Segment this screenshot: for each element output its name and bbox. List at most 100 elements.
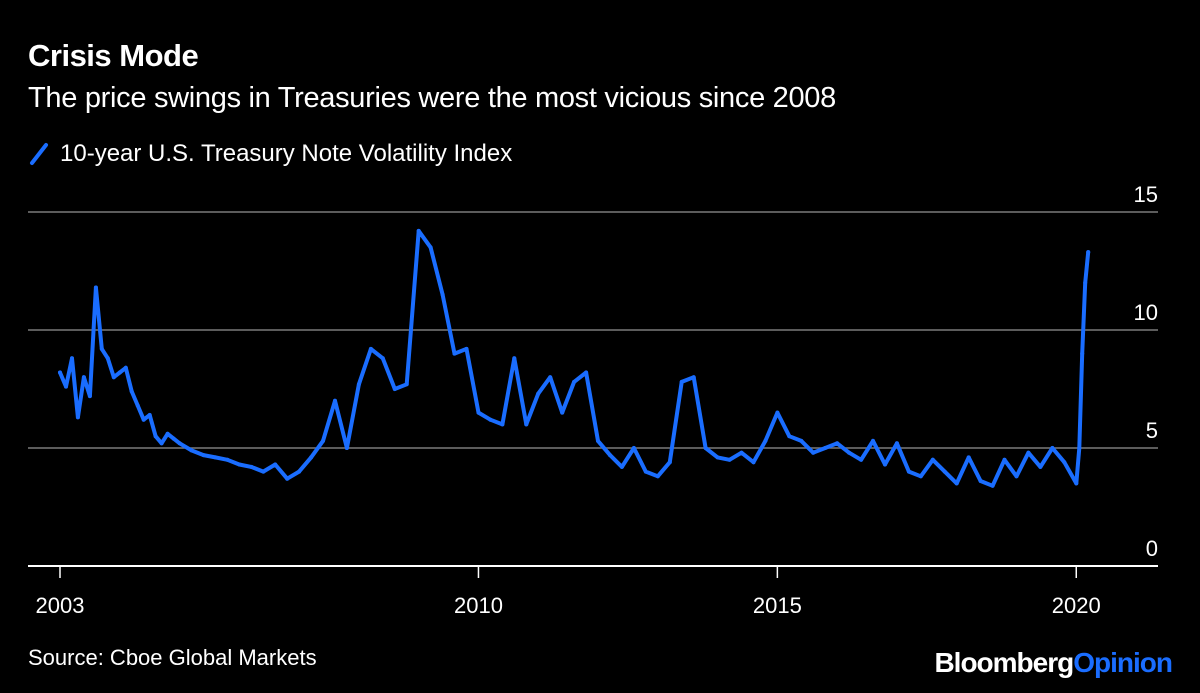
data-point <box>811 450 816 455</box>
data-point <box>111 375 116 380</box>
data-point <box>273 462 278 467</box>
data-point <box>918 474 923 479</box>
data-point <box>859 457 864 462</box>
data-point <box>572 379 577 384</box>
data-point <box>135 403 140 408</box>
data-point <box>1002 457 1007 462</box>
brand-logo: BloombergOpinion <box>934 647 1173 679</box>
chart-subtitle: The price swings in Treasuries were the … <box>28 82 836 114</box>
data-point <box>536 391 541 396</box>
data-point <box>129 389 134 394</box>
data-point <box>177 441 182 446</box>
data-point <box>548 375 553 380</box>
data-point <box>883 462 887 467</box>
data-point <box>643 469 648 474</box>
data-point <box>464 346 469 351</box>
data-point <box>147 413 152 417</box>
data-point <box>159 441 164 446</box>
data-point <box>392 387 397 391</box>
data-point <box>93 285 98 290</box>
data-point <box>201 453 206 458</box>
data-point <box>739 450 744 455</box>
data-point <box>309 455 314 460</box>
data-point <box>213 455 218 460</box>
data-point <box>488 417 493 422</box>
x-tick-label-2003: 2003 <box>36 593 85 618</box>
data-point <box>1086 250 1091 255</box>
legend: 10-year U.S. Treasury Note Volatility In… <box>28 140 512 168</box>
legend-label: 10-year U.S. Treasury Note Volatility In… <box>60 140 513 167</box>
y-tick-label-5: 5 <box>1146 418 1158 443</box>
data-point <box>930 457 935 462</box>
data-point <box>823 446 828 450</box>
data-point <box>655 474 660 479</box>
data-point <box>99 346 104 351</box>
data-point <box>333 398 337 403</box>
data-point <box>1062 460 1067 465</box>
data-point <box>1050 446 1055 450</box>
data-point <box>906 469 911 474</box>
x-tick-label-2010: 2010 <box>454 593 503 618</box>
data-point <box>380 356 385 361</box>
data-point <box>847 450 852 455</box>
chart-title: Crisis Mode <box>28 38 199 73</box>
y-tick-label-10: 10 <box>1134 300 1158 325</box>
data-point <box>1026 450 1031 455</box>
data-point <box>368 346 373 351</box>
data-point <box>954 481 959 486</box>
data-point <box>141 417 146 422</box>
source-note: Source: Cboe Global Markets <box>28 645 317 670</box>
data-point <box>667 460 672 465</box>
data-point <box>476 410 481 415</box>
data-point <box>123 365 128 370</box>
data-point <box>966 455 971 460</box>
y-tick-label-0: 0 <box>1146 536 1158 561</box>
x-tick-label-2015: 2015 <box>753 593 802 618</box>
data-point <box>608 453 612 458</box>
brand-part1: Bloomberg <box>934 647 1074 678</box>
data-point <box>189 448 194 453</box>
data-point <box>631 446 636 450</box>
data-point <box>799 438 804 443</box>
data-point <box>990 483 995 488</box>
data-point <box>524 422 529 427</box>
data-point <box>87 394 92 399</box>
data-point <box>835 441 840 446</box>
data-point <box>404 382 409 387</box>
data-point <box>344 446 349 450</box>
data-point <box>584 370 589 375</box>
data-point <box>153 434 158 439</box>
data-point <box>679 379 684 384</box>
data-point <box>297 469 302 474</box>
data-point <box>787 434 792 439</box>
data-point <box>727 457 732 462</box>
data-point <box>978 479 983 483</box>
data-point <box>775 410 780 415</box>
data-point <box>942 469 947 474</box>
data-point <box>715 455 720 460</box>
data-point <box>596 438 600 443</box>
data-point <box>1014 474 1019 479</box>
data-point <box>871 438 875 443</box>
data-point <box>81 375 86 380</box>
data-point <box>1083 280 1088 285</box>
data-point <box>512 356 517 361</box>
data-point <box>751 460 756 465</box>
data-point <box>1038 464 1043 469</box>
data-point <box>64 384 68 389</box>
data-point <box>171 436 176 441</box>
data-point <box>58 370 62 375</box>
data-point <box>619 464 624 469</box>
data-point <box>261 469 266 474</box>
data-point <box>356 382 361 387</box>
y-tick-label-15: 15 <box>1134 182 1158 207</box>
data-point <box>285 476 290 481</box>
x-tick-label-2020: 2020 <box>1052 593 1101 618</box>
data-point <box>75 415 80 420</box>
data-point <box>225 457 230 462</box>
data-point <box>703 446 708 450</box>
data-point <box>428 245 433 250</box>
data-point <box>70 356 74 361</box>
data-point <box>1080 351 1085 356</box>
